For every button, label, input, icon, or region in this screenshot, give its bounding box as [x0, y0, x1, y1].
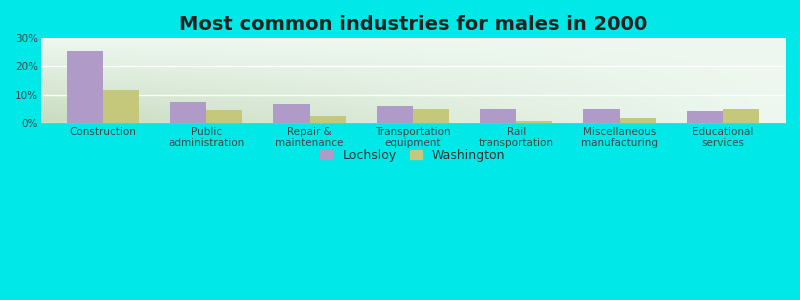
Bar — [310, 116, 346, 123]
Bar — [413, 109, 449, 123]
Bar — [377, 106, 413, 123]
Bar — [274, 104, 310, 123]
Bar — [687, 111, 723, 123]
Bar — [170, 102, 206, 123]
Legend: Lochsloy, Washington: Lochsloy, Washington — [315, 144, 510, 167]
Bar — [620, 118, 656, 123]
Bar — [102, 90, 139, 123]
Bar — [723, 109, 759, 123]
Bar — [480, 109, 516, 123]
Bar — [66, 51, 102, 123]
Title: Most common industries for males in 2000: Most common industries for males in 2000 — [178, 15, 647, 34]
Bar — [516, 121, 553, 123]
Bar — [583, 109, 620, 123]
Bar — [206, 110, 242, 123]
